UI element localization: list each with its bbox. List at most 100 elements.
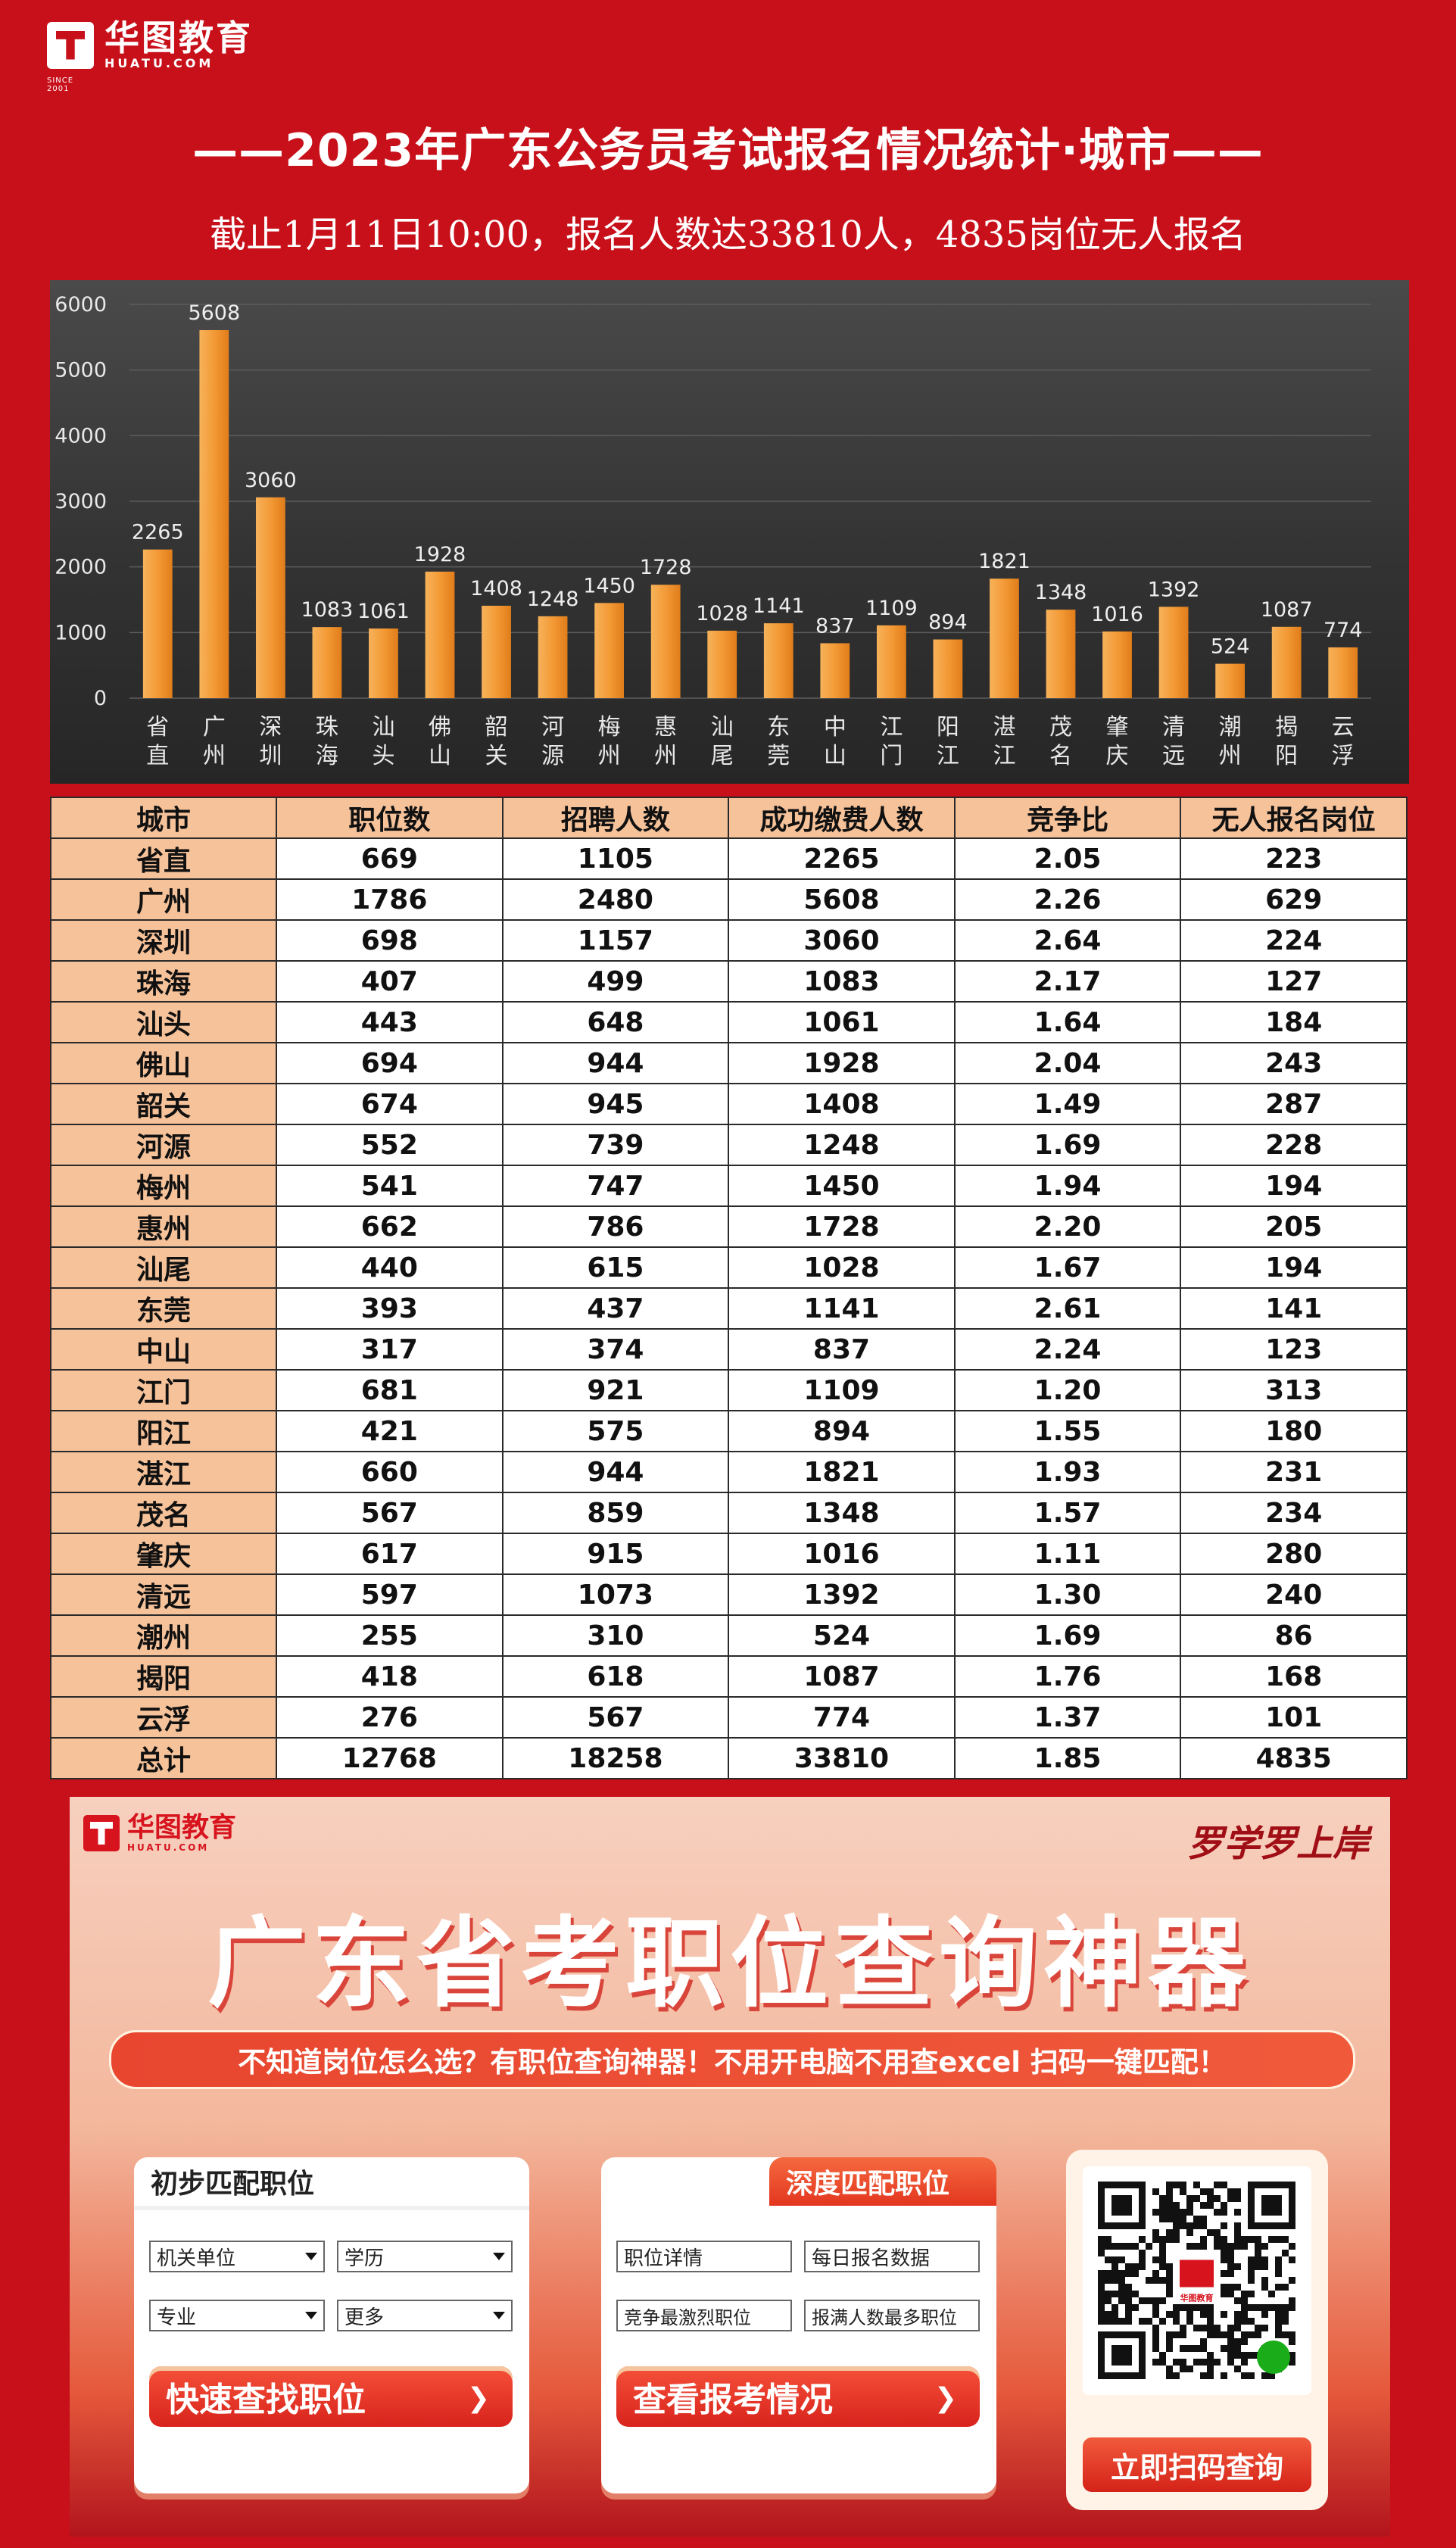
select-major[interactable]: 专业 bbox=[149, 2300, 325, 2331]
option-daily-data[interactable]: 每日报名数据 bbox=[804, 2241, 980, 2272]
qr-module bbox=[1193, 2359, 1200, 2366]
city-cell: 汕尾 bbox=[50, 1246, 277, 1289]
select-unit[interactable]: 机关单位 bbox=[149, 2241, 325, 2272]
select-education[interactable]: 学历 bbox=[337, 2241, 513, 2272]
scan-query-button[interactable]: 立即扫码查询 bbox=[1083, 2437, 1311, 2492]
qr-module bbox=[1241, 2359, 1248, 2366]
value-cell: 407 bbox=[276, 960, 504, 1003]
qr-module bbox=[1255, 2304, 1261, 2311]
qr-module bbox=[1180, 2209, 1186, 2216]
qr-module bbox=[1241, 2291, 1248, 2297]
qr-module bbox=[1221, 2270, 1227, 2277]
option-most-competitive[interactable]: 竞争最激烈职位 bbox=[616, 2300, 792, 2331]
qr-module bbox=[1180, 2325, 1186, 2331]
bar bbox=[425, 571, 455, 698]
data-label: 1348 bbox=[1035, 581, 1087, 604]
table-header-cell: 无人报名岗位 bbox=[1180, 797, 1408, 839]
qr-module bbox=[1261, 2304, 1268, 2311]
select-unit-label: 机关单位 bbox=[157, 2247, 236, 2270]
value-cell: 33810 bbox=[728, 1737, 956, 1779]
qr-module bbox=[1234, 2325, 1241, 2331]
value-cell: 421 bbox=[276, 1410, 504, 1452]
qr-module bbox=[1255, 2243, 1261, 2250]
huatu-logo-icon: SINCE 2001 bbox=[47, 21, 94, 93]
city-cell: 佛山 bbox=[50, 1042, 277, 1084]
qr-module bbox=[1221, 2345, 1227, 2352]
qr-module bbox=[1152, 2304, 1159, 2311]
qr-module bbox=[1159, 2318, 1166, 2325]
value-cell: 240 bbox=[1180, 1573, 1408, 1616]
x-tick-label: 肇 bbox=[1106, 714, 1129, 741]
table-row: 云浮 276 567 774 1.37 101 bbox=[50, 1696, 1408, 1739]
qr-module bbox=[1261, 2243, 1268, 2250]
qr-module bbox=[1248, 2291, 1255, 2297]
qr-finder bbox=[1261, 2195, 1282, 2216]
x-tick-label: 茂 bbox=[1049, 714, 1072, 741]
value-cell: 1450 bbox=[728, 1165, 956, 1207]
promo-brand-name: 华图教育 bbox=[127, 1812, 237, 1843]
qr-module bbox=[1098, 2284, 1105, 2291]
data-label: 3060 bbox=[245, 469, 297, 492]
qr-module bbox=[1186, 2195, 1193, 2202]
qr-module bbox=[1261, 2372, 1268, 2379]
value-cell: 567 bbox=[276, 1492, 504, 1534]
qr-module bbox=[1118, 2318, 1125, 2325]
qr-module bbox=[1207, 2318, 1214, 2325]
value-cell: 1408 bbox=[728, 1083, 956, 1125]
qr-module bbox=[1227, 2338, 1234, 2345]
table-row: 韶关 674 945 1408 1.49 287 bbox=[50, 1083, 1408, 1125]
qr-module bbox=[1268, 2372, 1275, 2379]
city-cell: 珠海 bbox=[50, 960, 277, 1003]
x-tick-label: 汕 bbox=[372, 714, 394, 741]
qr-module bbox=[1166, 2345, 1173, 2352]
x-tick-label: 源 bbox=[541, 743, 564, 769]
qr-module bbox=[1152, 2297, 1159, 2304]
city-cell: 肇庆 bbox=[50, 1533, 277, 1575]
deep-match-title: 深度匹配职位 bbox=[769, 2157, 996, 2206]
value-cell: 123 bbox=[1180, 1328, 1408, 1371]
table-row: 中山 317 374 837 2.24 123 bbox=[50, 1328, 1408, 1371]
qr-module bbox=[1166, 2229, 1173, 2236]
qr-module bbox=[1234, 2352, 1241, 2359]
value-cell: 184 bbox=[1180, 1001, 1408, 1043]
x-tick-label: 江 bbox=[937, 743, 959, 769]
qr-module bbox=[1289, 2243, 1295, 2250]
option-most-applicants[interactable]: 报满人数最多职位 bbox=[804, 2300, 980, 2331]
data-label: 1061 bbox=[357, 600, 410, 623]
qr-module bbox=[1132, 2304, 1139, 2311]
qr-module bbox=[1234, 2209, 1241, 2216]
x-tick-label: 门 bbox=[880, 743, 903, 769]
value-cell: 443 bbox=[276, 1001, 504, 1043]
view-registration-button[interactable]: 查看报考情况 ❯ bbox=[616, 2366, 980, 2427]
qr-module bbox=[1159, 2195, 1166, 2202]
value-cell: 747 bbox=[501, 1165, 730, 1207]
value-cell: 2.20 bbox=[953, 1205, 1182, 1248]
value-cell: 2.05 bbox=[953, 837, 1182, 880]
qr-code[interactable]: 华图教育 bbox=[1083, 2166, 1311, 2395]
qr-module bbox=[1152, 2277, 1159, 2284]
x-tick-label: 州 bbox=[654, 743, 677, 769]
value-cell: 243 bbox=[1180, 1042, 1408, 1084]
qr-module bbox=[1125, 2263, 1132, 2270]
select-more[interactable]: 更多 bbox=[337, 2300, 513, 2331]
bar bbox=[369, 628, 398, 698]
bar bbox=[1158, 607, 1189, 698]
qr-module bbox=[1200, 2372, 1207, 2379]
qr-module bbox=[1227, 2331, 1234, 2338]
qr-module bbox=[1221, 2222, 1227, 2229]
value-cell: 276 bbox=[276, 1696, 504, 1739]
value-cell: 287 bbox=[1180, 1083, 1408, 1125]
promo-title: 广东省考职位查询神器 bbox=[207, 1906, 1252, 2021]
option-position-detail[interactable]: 职位详情 bbox=[616, 2241, 792, 2272]
qr-module bbox=[1139, 2250, 1146, 2256]
city-cell: 茂名 bbox=[50, 1492, 277, 1534]
qr-module bbox=[1125, 2311, 1132, 2318]
qr-module bbox=[1166, 2338, 1173, 2345]
qr-module bbox=[1255, 2236, 1261, 2243]
qr-module bbox=[1166, 2182, 1173, 2188]
data-label: 1109 bbox=[865, 597, 918, 620]
option-label: 职位详情 bbox=[624, 2247, 703, 2270]
quick-search-button[interactable]: 快速查找职位 ❯ bbox=[149, 2366, 513, 2427]
value-cell: 1348 bbox=[728, 1492, 956, 1534]
city-cell: 清远 bbox=[50, 1573, 277, 1616]
